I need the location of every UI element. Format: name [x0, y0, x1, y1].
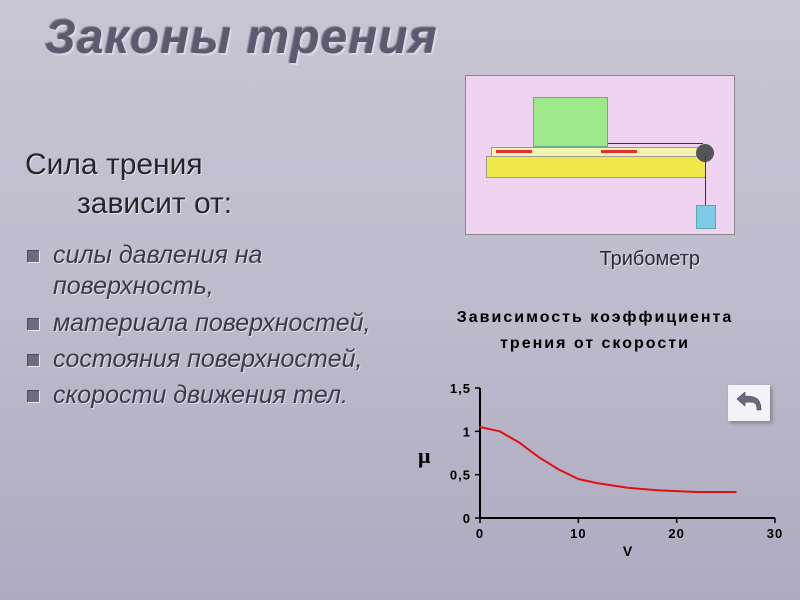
tribo-friction-mark	[601, 150, 637, 153]
tribometer-diagram	[465, 75, 735, 235]
svg-text:30: 30	[767, 526, 783, 541]
svg-text:V: V	[623, 543, 633, 559]
tribo-base	[486, 156, 706, 178]
bullet-item: состояния поверхностей,	[25, 344, 405, 375]
subtitle-line-2: зависит от:	[25, 184, 375, 223]
subtitle-line-1: Сила трения	[25, 145, 375, 184]
slide-title: Законы трения	[45, 10, 438, 65]
chart-title-line-2: трения от скорости	[420, 331, 770, 357]
svg-text:20: 20	[668, 526, 684, 541]
tribo-friction-mark	[496, 150, 532, 153]
bullet-item: материала поверхностей,	[25, 308, 405, 339]
svg-text:0: 0	[476, 526, 484, 541]
bullet-item: силы давления на поверхность,	[25, 240, 405, 303]
bullet-list: силы давления на поверхность, материала …	[25, 240, 405, 416]
chart-title: Зависимость коэффициента трения от скоро…	[420, 305, 770, 356]
u-turn-arrow-icon	[735, 392, 763, 414]
svg-text:1: 1	[463, 424, 471, 439]
tribometer-caption: Трибометр	[600, 248, 700, 271]
bullet-item: скорости движения тел.	[25, 380, 405, 411]
tribo-string	[608, 143, 703, 144]
tribo-string	[705, 156, 706, 206]
tribo-hanging-weight	[696, 205, 716, 229]
svg-text:1,5: 1,5	[450, 381, 471, 396]
svg-text:0,5: 0,5	[450, 468, 471, 483]
back-button[interactable]	[728, 385, 770, 421]
tribo-block	[533, 97, 608, 147]
chart-title-line-1: Зависимость коэффициента	[420, 305, 770, 331]
svg-text:10: 10	[570, 526, 586, 541]
svg-text:0: 0	[463, 511, 471, 526]
slide-subtitle: Сила трения зависит от:	[25, 145, 375, 223]
